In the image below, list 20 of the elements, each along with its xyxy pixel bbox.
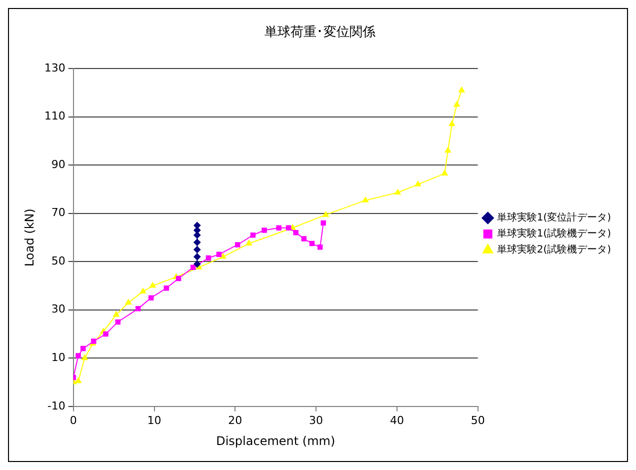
y-tick-label: -10 xyxy=(47,399,66,412)
y-tick-label: 50 xyxy=(51,254,66,268)
y-tick-label: 70 xyxy=(51,206,66,220)
x-tick-label: 50 xyxy=(470,414,485,427)
x-tick-label: 40 xyxy=(390,414,404,427)
x-tick-label: 0 xyxy=(70,414,77,427)
y-tick-label: 30 xyxy=(51,302,66,316)
x-tick-label: 10 xyxy=(147,414,162,427)
x-tick-label: 20 xyxy=(228,414,242,427)
legend-label: 単球実験1(変位計データ) xyxy=(496,212,612,224)
y-axis-title: Load (kN) xyxy=(22,208,36,266)
y-tick-label: 10 xyxy=(51,351,66,364)
x-axis-title: Displacement (mm) xyxy=(216,434,336,448)
y-tick-label: 110 xyxy=(44,110,66,123)
y-tick-label: 90 xyxy=(51,158,66,171)
chart-title: 単球荷重･変位関係 xyxy=(264,24,376,40)
x-tick-label: 30 xyxy=(309,414,324,427)
y-tick-label: 130 xyxy=(44,61,66,74)
legend-label: 単球実験2(試験機データ) xyxy=(496,244,612,256)
legend-label: 単球実験1(試験機データ) xyxy=(496,228,612,240)
